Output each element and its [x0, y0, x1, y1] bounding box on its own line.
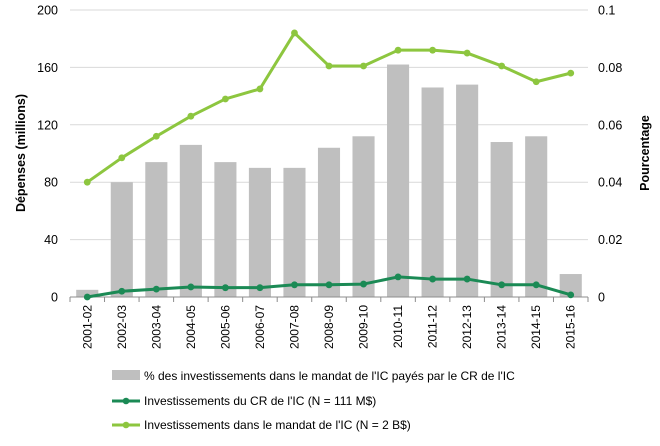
bar — [76, 289, 99, 297]
bar — [214, 162, 237, 297]
data-point — [152, 132, 160, 140]
x-tick-label: 2004-05 — [184, 305, 198, 349]
y-tick-label-left: 160 — [37, 61, 58, 75]
y-tick-label-left: 0 — [51, 291, 58, 305]
bar — [248, 167, 271, 297]
data-point — [118, 154, 126, 162]
tick-labels: 0 40 80 120 160 200 0 0.02 0.04 0.06 0.08 0.1 2001-0… — [37, 4, 622, 350]
data-point — [463, 275, 471, 283]
data-point — [360, 280, 367, 288]
x-tick-label: 2005-06 — [218, 305, 232, 349]
legend-swatch-bars — [112, 370, 140, 380]
bar — [110, 182, 133, 297]
bar — [283, 167, 306, 297]
data-point — [83, 293, 91, 301]
bar — [421, 87, 444, 298]
data-point — [118, 287, 126, 295]
bar-series — [76, 64, 582, 298]
x-tick-label: 2007-08 — [287, 305, 301, 349]
y-axis-right-title: Pourcentage — [638, 115, 652, 191]
data-point — [187, 112, 195, 120]
legend: % des investissements dans le mandat de … — [112, 369, 515, 432]
legend-marker-line-mandat — [122, 421, 130, 429]
data-point — [567, 69, 575, 77]
data-point — [325, 62, 333, 70]
legend-label-line-mandat: Investissements dans le mandat de l'IC (… — [144, 418, 411, 432]
y-tick-label-left: 80 — [44, 176, 58, 190]
y-tick-label-right: 0.1 — [598, 4, 615, 18]
data-point — [291, 29, 298, 37]
legend-marker-line-cr — [122, 397, 130, 405]
x-tick-label: 2006-07 — [253, 305, 267, 349]
data-point — [256, 284, 264, 292]
x-tick-label: 2012-13 — [460, 305, 474, 349]
data-point — [291, 281, 298, 289]
y-axis-left-title: Dépenses (millions) — [14, 94, 28, 212]
x-tick-label: 2003-04 — [149, 305, 163, 349]
y-tick-label-right: 0.04 — [598, 176, 622, 190]
data-point — [222, 284, 229, 292]
data-point — [187, 283, 195, 291]
x-tick-label: 2009-10 — [357, 305, 371, 349]
legend-label-bars: % des investissements dans le mandat de … — [144, 369, 515, 383]
data-point — [498, 281, 506, 289]
x-tick-label: 2002-03 — [115, 305, 129, 349]
data-point — [256, 85, 264, 93]
bar — [179, 144, 202, 297]
bar — [525, 136, 548, 297]
bar — [352, 136, 375, 297]
data-point — [567, 291, 575, 299]
bar — [387, 64, 410, 297]
y-tick-label-left: 200 — [37, 4, 58, 18]
x-tick-label: 2008-09 — [322, 305, 336, 349]
data-point — [532, 78, 540, 86]
data-point — [360, 62, 367, 70]
data-point — [152, 285, 160, 293]
axes — [69, 296, 589, 302]
y-tick-label-right: 0 — [598, 291, 605, 305]
x-tick-label: 2001-02 — [80, 305, 94, 349]
bar — [559, 274, 582, 297]
data-point — [532, 281, 540, 289]
x-tick-label: 2015-16 — [564, 305, 578, 349]
y-tick-label-right: 0.08 — [598, 61, 622, 75]
x-tick-label: 2011-12 — [426, 305, 440, 348]
x-tick-label: 2014-15 — [529, 305, 543, 349]
x-tick-label: 2013-14 — [495, 305, 509, 349]
data-point — [463, 49, 471, 57]
bar — [456, 84, 479, 298]
bar — [490, 142, 513, 297]
bar — [145, 162, 168, 297]
data-point — [394, 273, 402, 281]
data-point — [222, 95, 229, 103]
y-tick-label-right: 0.06 — [598, 118, 622, 132]
data-point — [429, 46, 436, 54]
x-tick-label: 2010-11 — [391, 305, 405, 348]
y-tick-label-right: 0.02 — [598, 233, 622, 247]
line-series — [83, 29, 575, 301]
y-tick-label-left: 120 — [37, 118, 58, 132]
data-point — [394, 46, 402, 54]
bar — [317, 147, 341, 297]
data-point — [325, 281, 333, 289]
legend-label-line-cr: Investissements du CR de l'IC (N = 111 M… — [144, 394, 376, 408]
data-point — [83, 178, 91, 186]
y-tick-label-left: 40 — [44, 233, 58, 247]
data-point — [429, 275, 436, 283]
data-point — [498, 62, 506, 70]
